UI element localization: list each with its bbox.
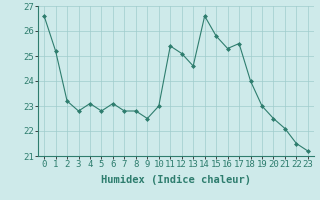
X-axis label: Humidex (Indice chaleur): Humidex (Indice chaleur) xyxy=(101,175,251,185)
